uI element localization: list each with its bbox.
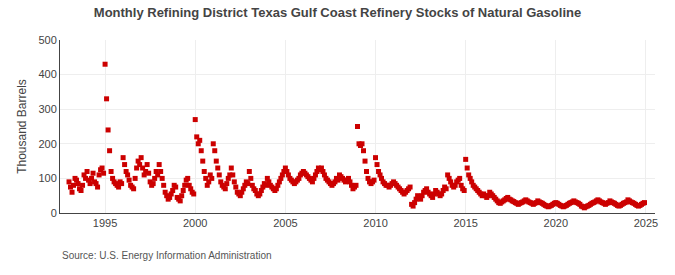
svg-text:2005: 2005 bbox=[273, 217, 297, 229]
svg-text:300: 300 bbox=[38, 103, 56, 115]
svg-text:2000: 2000 bbox=[183, 217, 207, 229]
svg-text:500: 500 bbox=[38, 34, 56, 46]
svg-text:Source: U.S. Energy Informatio: Source: U.S. Energy Information Administ… bbox=[62, 250, 272, 261]
svg-text:Thousand Barrels: Thousand Barrels bbox=[15, 79, 29, 174]
svg-text:1995: 1995 bbox=[93, 217, 117, 229]
svg-text:0: 0 bbox=[51, 207, 57, 219]
svg-text:2025: 2025 bbox=[634, 217, 658, 229]
svg-text:400: 400 bbox=[38, 68, 56, 80]
svg-text:200: 200 bbox=[38, 138, 56, 150]
svg-text:Monthly Refining District Texa: Monthly Refining District Texas Gulf Coa… bbox=[94, 5, 581, 20]
svg-text:100: 100 bbox=[38, 172, 56, 184]
svg-text:2010: 2010 bbox=[363, 217, 387, 229]
svg-text:2020: 2020 bbox=[544, 217, 568, 229]
svg-text:2015: 2015 bbox=[453, 217, 477, 229]
